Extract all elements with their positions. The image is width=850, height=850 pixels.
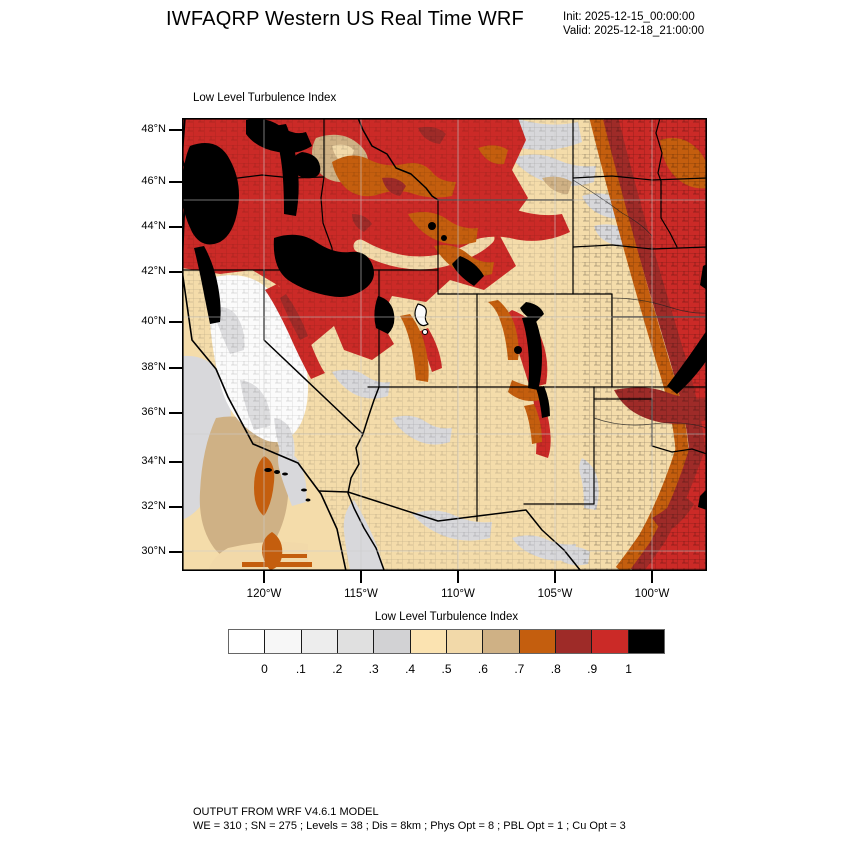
map-frame <box>182 118 708 571</box>
colorbar <box>228 629 665 654</box>
colorbar-tick-label: .8 <box>550 662 561 676</box>
colorbar-cell <box>265 630 302 653</box>
colorbar-tick-label: 0 <box>261 662 268 676</box>
colorbar-cell <box>374 630 411 653</box>
colorbar-cell <box>592 630 629 653</box>
map-canvas <box>182 118 708 571</box>
lon-tick-label: 110°W <box>441 588 475 600</box>
colorbar-cell <box>337 630 375 653</box>
lat-tick-label: 30°N <box>141 545 166 557</box>
lon-tick <box>360 571 362 583</box>
lon-tick <box>263 571 265 583</box>
colorbar-tick-label: .1 <box>295 662 306 676</box>
lon-tick <box>651 571 653 583</box>
lat-tick-label: 48°N <box>141 123 166 135</box>
lat-tick <box>169 181 182 183</box>
lon-tick-label: 115°W <box>344 588 378 600</box>
colorbar-cell <box>229 630 266 653</box>
colorbar-tick-label: .2 <box>332 662 343 676</box>
turbulence-map <box>182 118 708 571</box>
lat-tick-label: 34°N <box>141 455 166 467</box>
lat-tick-label: 32°N <box>141 500 166 512</box>
lat-tick <box>169 226 182 228</box>
colorbar-cell <box>301 630 338 653</box>
lat-tick-label: 44°N <box>141 220 166 232</box>
valid-timestamp: Valid: 2025-12-18_21:00:00 <box>563 25 705 37</box>
colorbar-tick-label: .3 <box>368 662 379 676</box>
colorbar-cell <box>555 630 593 653</box>
lat-tick-label: 38°N <box>141 361 166 373</box>
lat-tick <box>169 271 182 273</box>
lat-tick-label: 46°N <box>141 175 166 187</box>
footer-model-line: OUTPUT FROM WRF V4.6.1 MODEL <box>193 806 379 818</box>
lon-tick-label: 120°W <box>246 588 282 600</box>
colorbar-cell <box>483 630 520 653</box>
lon-tick <box>554 571 556 583</box>
init-timestamp: Init: 2025-12-15_00:00:00 <box>563 11 695 23</box>
page-title: IWFAQRP Western US Real Time WRF <box>166 8 524 30</box>
lat-tick <box>169 506 182 508</box>
lat-tick <box>169 412 182 414</box>
lat-tick <box>169 321 182 323</box>
lat-tick <box>169 551 182 553</box>
colorbar-tick-label: .9 <box>587 662 598 676</box>
lat-tick-label: 40°N <box>141 315 166 327</box>
lon-tick-label: 100°W <box>634 588 670 600</box>
colorbar-cell <box>628 630 664 653</box>
lat-tick <box>169 129 182 131</box>
colorbar-tick-label: .5 <box>441 662 452 676</box>
map-panel-title: Low Level Turbulence Index <box>193 92 337 104</box>
lon-tick <box>457 571 459 583</box>
colorbar-tick-label: 1 <box>625 662 632 676</box>
lon-tick-label: 105°W <box>537 588 573 600</box>
colorbar-cell <box>519 630 556 653</box>
lat-tick <box>169 461 182 463</box>
lat-tick-label: 36°N <box>141 406 166 418</box>
colorbar-title: Low Level Turbulence Index <box>374 611 519 623</box>
colorbar-tick-label: .7 <box>514 662 525 676</box>
colorbar-tick-label: .6 <box>477 662 488 676</box>
footer-config-line: WE = 310 ; SN = 275 ; Levels = 38 ; Dis … <box>193 820 626 832</box>
colorbar-tick-label: .4 <box>405 662 416 676</box>
colorbar-cell <box>446 630 484 653</box>
lat-tick-label: 42°N <box>141 265 166 277</box>
colorbar-cell <box>410 630 447 653</box>
lat-tick <box>169 367 182 369</box>
